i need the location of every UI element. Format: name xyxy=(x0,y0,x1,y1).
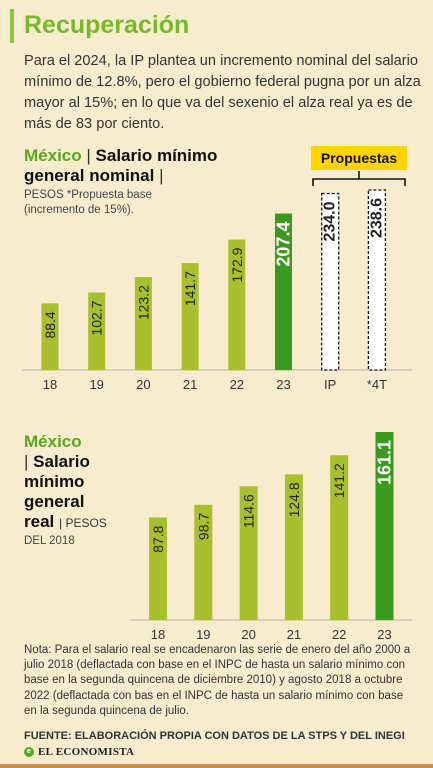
chart1-bar xyxy=(228,239,246,370)
chart2-heading: México | Salario mínimo general real | P… xyxy=(24,432,107,533)
chart2-value-label: 98.7 xyxy=(195,513,211,540)
chart1-country: México xyxy=(24,146,82,165)
chart2-title-line2: mínimo xyxy=(24,472,85,491)
chart2-category-label: 19 xyxy=(196,627,210,642)
chart1-category-label: 22 xyxy=(230,377,244,392)
chart1-category-label: 18 xyxy=(43,377,57,392)
chart2-bar xyxy=(239,486,258,620)
chart1-category-label: IP xyxy=(324,377,336,392)
chart1-bar xyxy=(41,303,59,370)
chart1-value-label: 234.0 xyxy=(322,201,339,241)
chart2-value-label: 141.2 xyxy=(331,463,347,498)
chart2-value-label: 124.8 xyxy=(286,482,302,517)
chart2-category-label: 22 xyxy=(332,627,346,642)
chart1-unit-line2: (incremento de 15%). xyxy=(24,204,134,216)
chart1-category-label: *4T xyxy=(367,377,387,392)
chart1-category-label: 21 xyxy=(183,377,197,392)
chart1-title-line2: general nominal xyxy=(24,166,155,185)
real-wage-chart: 87.8 18 98.7 19 114.6 20 124.8 21 141.2 22 161.1 23 xyxy=(130,432,412,642)
chart1-value-label: 123.2 xyxy=(135,285,151,320)
chart2-country: México xyxy=(24,432,82,451)
chart1-bar xyxy=(181,263,199,370)
chart2-bar xyxy=(284,474,303,620)
propuestas-badge: Propuestas xyxy=(311,146,407,170)
intro-paragraph: Para el 2024, la IP plantea un increment… xyxy=(24,53,421,132)
brand-logo-icon: e xyxy=(24,747,34,757)
chart1-heading: México | Salario mínimo general nominal … xyxy=(24,146,217,186)
nominal-wage-chart: 88.4 18 102.7 19 123.2 20 141.7 21 172.9 22 207.4 2… xyxy=(22,171,412,392)
page-title: Recuperación xyxy=(24,11,190,39)
chart2-category-label: 21 xyxy=(287,627,301,642)
chart2-separator: | xyxy=(24,452,29,471)
chart2-title-line3: general xyxy=(24,492,85,511)
chart1-unit: PESOS *Propuesta base (incremento de 15%… xyxy=(24,188,152,218)
title-accent-bar xyxy=(10,9,14,43)
chart1-bar xyxy=(321,192,340,371)
brand: e EL ECONOMISTA xyxy=(24,745,134,759)
chart2-category-label: 23 xyxy=(377,627,391,642)
chart2-title-line4: real xyxy=(24,512,55,531)
chart1-value-label: 141.7 xyxy=(182,271,198,306)
chart2-unit-inline: | PESOS xyxy=(58,516,107,530)
propuestas-bracket xyxy=(312,171,406,186)
brand-name: EL ECONOMISTA xyxy=(38,746,135,758)
chart1-bar xyxy=(134,277,152,370)
chart1-value-label: 238.6 xyxy=(368,198,385,238)
chart1-bar xyxy=(275,213,292,370)
chart2-value-label: 114.6 xyxy=(241,494,257,528)
chart2-value-label: 161.1 xyxy=(375,440,395,485)
chart2-title-line1: Salario xyxy=(33,452,90,471)
chart1-unit-line1: PESOS *Propuesta base xyxy=(24,189,152,201)
chart1-value-label: 102.7 xyxy=(89,300,105,335)
chart1-value-label: 88.4 xyxy=(42,311,58,338)
chart1-trailing-separator: | xyxy=(159,166,164,185)
chart1-bar xyxy=(88,292,106,370)
chart2-bar xyxy=(194,504,213,620)
chart1-separator: | xyxy=(86,146,91,165)
chart1-title-line1: Salario mínimo xyxy=(95,146,218,165)
source-line: FUENTE: ELABORACIÓN PROPIA CON DATOS DE … xyxy=(24,730,405,742)
chart1-value-label: 172.9 xyxy=(229,247,245,282)
chart2-bar xyxy=(149,517,167,620)
chart2-bar xyxy=(330,455,349,620)
chart2-category-label: 20 xyxy=(241,627,255,642)
footnote: Nota: Para el salario real se encadenaro… xyxy=(24,644,411,717)
chart1-category-label: 19 xyxy=(89,377,103,392)
chart1-category-label: 23 xyxy=(276,377,290,392)
chart2-value-label: 87.8 xyxy=(150,525,166,552)
chart1-category-label: 20 xyxy=(136,377,150,392)
chart2-unit-line2: DEL 2018 xyxy=(24,535,75,547)
chart2-category-label: 18 xyxy=(151,627,165,642)
chart1-bar xyxy=(367,189,387,371)
chart1-value-label: 207.4 xyxy=(274,222,294,267)
chart2-bar xyxy=(375,432,394,620)
